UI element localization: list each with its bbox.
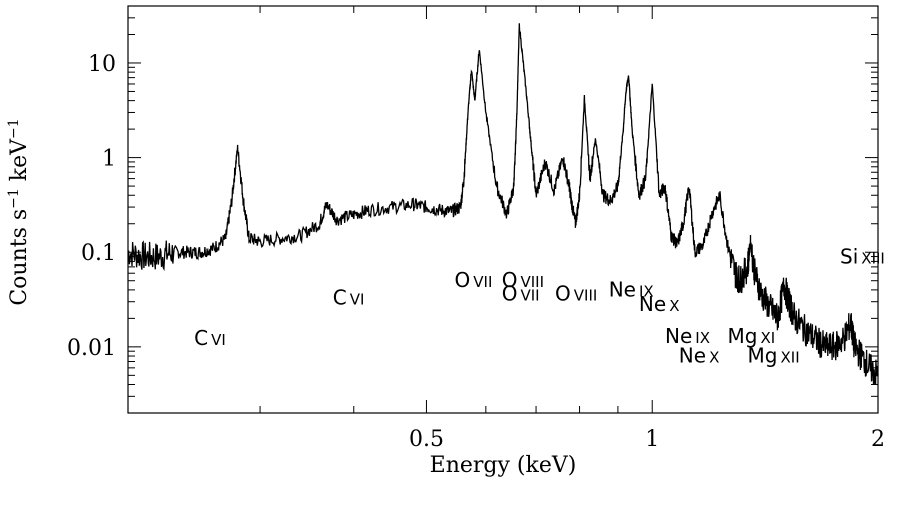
line-label: O VIII: [502, 268, 544, 292]
line-label: O VII: [502, 281, 540, 305]
line-label: Ne IX: [609, 278, 654, 302]
y-tick-label: 10: [88, 52, 116, 77]
x-axis-label: Energy (keV): [430, 453, 577, 478]
x-tick-label: 1: [645, 427, 659, 452]
line-label: Si XIII: [840, 245, 885, 269]
line-label: C VI: [333, 286, 365, 310]
y-tick-labels: 0.01 0.1 1 10: [67, 52, 116, 361]
axis-ticks: [128, 6, 879, 413]
plot-frame: [127, 5, 879, 414]
line-label: O VII: [455, 268, 493, 292]
x-tick-label: 2: [871, 427, 885, 452]
line-label: C VI: [194, 326, 226, 350]
line-label: Mg XI: [728, 324, 776, 348]
y-tick-label: 0.01: [67, 336, 116, 361]
spectrum-series: [127, 23, 879, 385]
y-tick-label: 1: [102, 147, 116, 172]
line-label: O VIII: [555, 281, 597, 305]
line-label: Ne X: [639, 292, 680, 316]
line-label: Ne IX: [665, 324, 710, 348]
line-label: Mg XII: [748, 344, 800, 368]
x-tick-label: 0.5: [409, 427, 444, 452]
y-tick-label: 0.1: [81, 241, 116, 266]
x-tick-labels: 0.5 1 2: [409, 427, 885, 452]
y-axis-label: Counts s−1 keV−1: [6, 118, 32, 305]
line-label: Ne X: [679, 344, 720, 368]
